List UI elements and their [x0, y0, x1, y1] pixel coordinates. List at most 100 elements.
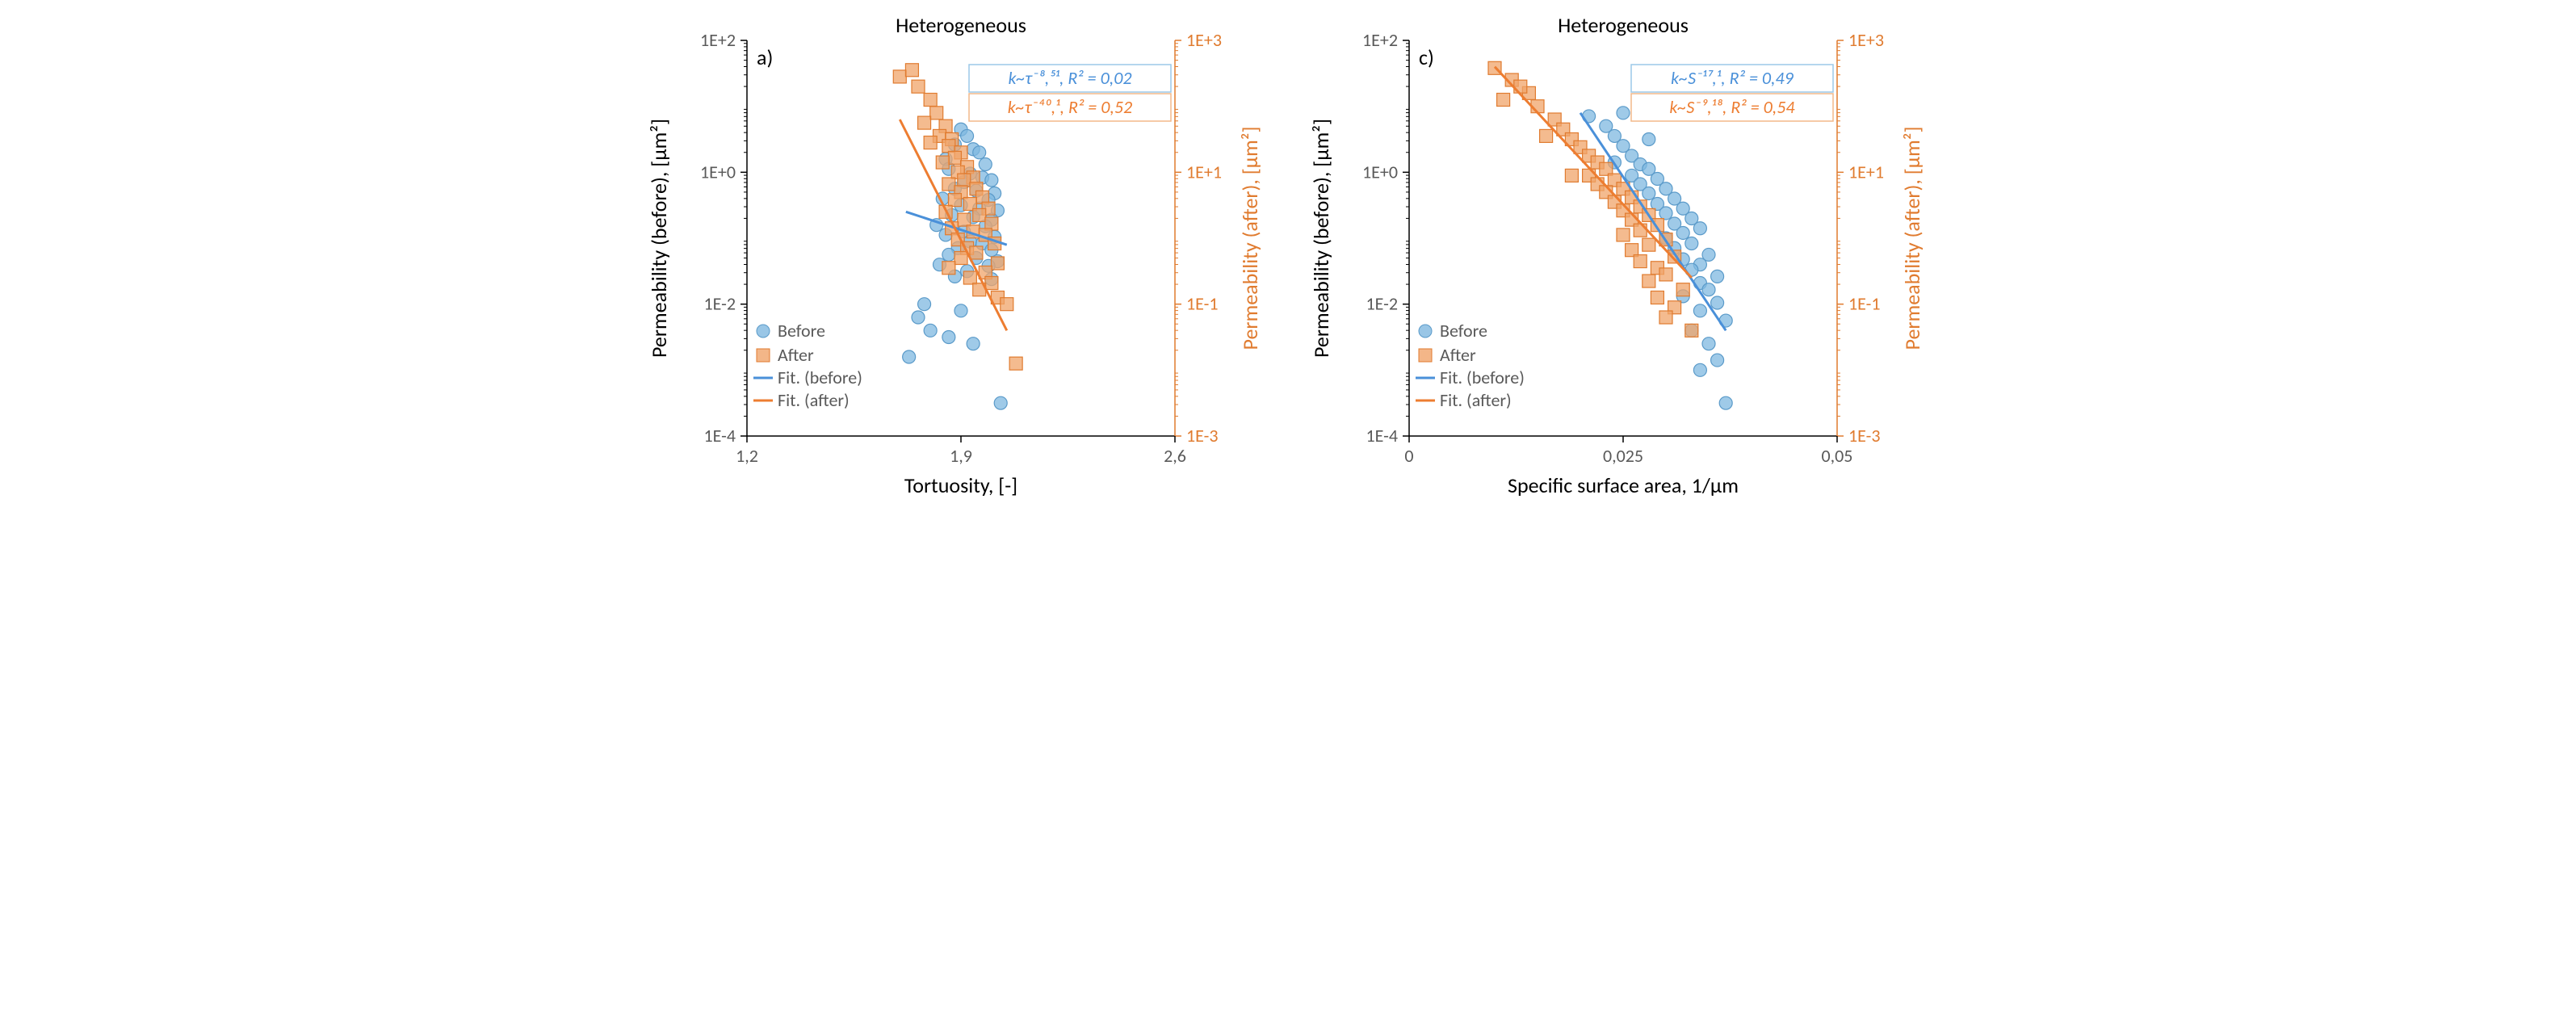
point-after — [948, 194, 961, 207]
point-after — [1643, 275, 1655, 287]
x-axis-label: Specific surface area, 1/µm — [1508, 472, 1739, 498]
point-before — [903, 350, 916, 363]
point-before — [1659, 207, 1672, 220]
point-before — [942, 331, 955, 344]
fit-line-after — [1495, 67, 1692, 278]
y-right-tick-label: 1E+3 — [1848, 29, 1884, 51]
panel-title: Heterogeneous — [896, 16, 1026, 38]
y-left-tick-label: 1E-2 — [1366, 293, 1399, 315]
point-before — [918, 298, 931, 311]
y-right-axis-label: Permeability (after), [µm²] — [1899, 127, 1925, 350]
x-tick-label: 0 — [1404, 445, 1413, 467]
point-after — [948, 151, 961, 164]
y-right-tick-label: 1E+3 — [1186, 29, 1222, 51]
y-right-tick-label: 1E-3 — [1186, 425, 1219, 447]
x-tick-label: 0,05 — [1822, 445, 1853, 467]
point-after — [936, 156, 949, 169]
panel-a: 1E-41E-21E+01E+21E-31E-11E+11E+31,21,92,… — [642, 16, 1272, 517]
y-right-tick-label: 1E+1 — [1848, 161, 1884, 182]
point-before — [985, 174, 998, 187]
point-after — [954, 252, 967, 265]
point-before — [1702, 283, 1715, 296]
point-before — [912, 311, 925, 324]
y-right-tick-label: 1E+1 — [1186, 161, 1222, 182]
x-tick-label: 1,2 — [736, 445, 758, 467]
point-after — [1001, 298, 1013, 311]
chart-c-svg: 1E-41E-21E+01E+21E-31E-11E+11E+300,0250,… — [1304, 16, 1934, 517]
y-left-tick-label: 1E+0 — [1362, 161, 1398, 182]
legend-label-fit-after: Fit. (after) — [1440, 389, 1512, 411]
point-before — [1702, 338, 1715, 350]
point-after — [1497, 94, 1510, 107]
point-after — [912, 80, 925, 93]
point-after — [1634, 255, 1647, 268]
y-right-axis-label: Permeability (after), [µm²] — [1237, 127, 1263, 350]
y-left-tick-label: 1E-2 — [704, 293, 736, 315]
y-left-tick-label: 1E+0 — [700, 161, 736, 182]
point-before — [1719, 396, 1732, 409]
x-axis-label: Tortuosity, [-] — [904, 472, 1017, 498]
y-left-tick-label: 1E-4 — [704, 425, 736, 447]
point-after — [1651, 291, 1663, 304]
point-before — [924, 324, 937, 337]
y-left-axis-label: Permeability (before), [µm²] — [1308, 119, 1334, 358]
point-after — [1009, 357, 1022, 370]
fit-text-after: k~τ⁻⁴⁰,¹, R² = 0,52 — [1008, 96, 1132, 118]
point-after — [924, 136, 937, 149]
legend-marker-before — [757, 325, 770, 338]
point-after — [1634, 224, 1647, 237]
x-tick-label: 2,6 — [1164, 445, 1186, 467]
point-before — [1617, 107, 1630, 120]
panel-c: 1E-41E-21E+01E+21E-31E-11E+11E+300,0250,… — [1304, 16, 1934, 517]
point-after — [942, 140, 955, 153]
legend-label-before: Before — [778, 320, 825, 342]
point-after — [1659, 311, 1672, 324]
point-after — [1685, 324, 1698, 337]
y-right-tick-label: 1E-1 — [1186, 293, 1219, 315]
point-after — [930, 107, 943, 120]
point-before — [979, 158, 992, 171]
point-after — [1540, 129, 1553, 142]
point-after — [970, 246, 983, 259]
point-before — [961, 129, 974, 142]
legend-marker-before — [1419, 325, 1432, 338]
fit-text-before: k~S⁻¹⁷,¹, R² = 0,49 — [1671, 67, 1794, 89]
x-tick-label: 1,9 — [950, 445, 972, 467]
panel-letter: a) — [757, 44, 773, 70]
point-after — [958, 213, 971, 226]
fit-text-before: k~τ⁻⁸,⁵¹, R² = 0,02 — [1008, 67, 1131, 89]
point-before — [1643, 133, 1655, 146]
point-before — [1711, 270, 1724, 283]
point-before — [1643, 187, 1655, 199]
point-after — [918, 116, 931, 129]
point-after — [942, 178, 955, 191]
point-after — [924, 94, 937, 107]
point-before — [1693, 363, 1706, 376]
panel-title: Heterogeneous — [1558, 16, 1689, 38]
fit-text-after: k~S⁻⁹,¹⁸, R² = 0,54 — [1669, 96, 1795, 118]
point-after — [893, 70, 906, 83]
point-before — [942, 248, 955, 261]
x-tick-label: 0,025 — [1603, 445, 1643, 467]
point-after — [1565, 169, 1578, 182]
point-after — [1617, 229, 1630, 241]
chart-a-svg: 1E-41E-21E+01E+21E-31E-11E+11E+31,21,92,… — [642, 16, 1272, 517]
point-after — [1659, 268, 1672, 281]
point-before — [1685, 237, 1698, 250]
point-after — [905, 64, 918, 77]
panel-letter: c) — [1419, 44, 1434, 70]
point-before — [994, 396, 1007, 409]
point-after — [973, 208, 986, 221]
point-before — [1693, 304, 1706, 317]
point-before — [1693, 222, 1706, 235]
legend-label-fit-after: Fit. (after) — [778, 389, 850, 411]
point-after — [1676, 283, 1689, 296]
point-after — [942, 262, 955, 275]
point-after — [958, 174, 971, 187]
y-right-tick-label: 1E-1 — [1848, 293, 1881, 315]
legend-marker-after — [757, 349, 770, 362]
point-after — [963, 271, 976, 284]
legend-label-fit-before: Fit. (before) — [778, 367, 862, 388]
legend-label-after: After — [778, 344, 814, 366]
figure-row: 1E-41E-21E+01E+21E-31E-11E+11E+31,21,92,… — [16, 16, 2560, 517]
